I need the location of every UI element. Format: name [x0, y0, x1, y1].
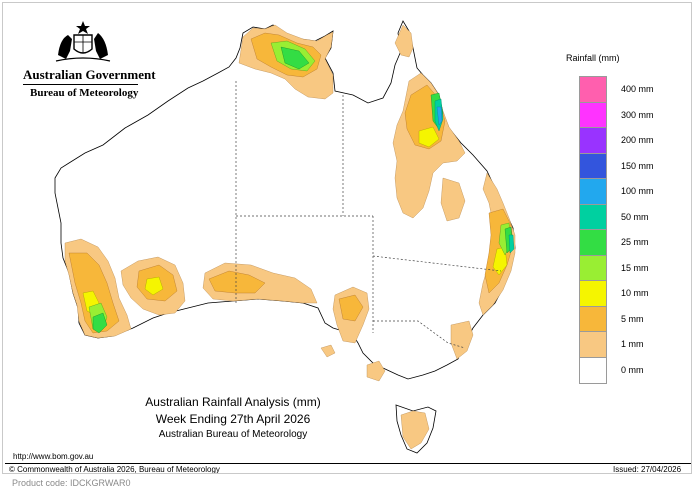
legend-swatch [579, 280, 607, 307]
legend-swatch [579, 305, 607, 333]
legend-swatch [579, 127, 607, 154]
legend-swatch [579, 101, 607, 129]
legend-title: Rainfall (mm) [566, 53, 620, 63]
legend-label: 300 mm [621, 109, 654, 120]
website-link[interactable]: http://www.bom.gov.au [13, 452, 94, 461]
logo-divider [23, 84, 138, 85]
coat-of-arms-icon [55, 21, 111, 62]
map-panel: Australian Government Bureau of Meteorol… [2, 2, 692, 474]
legend-swatch [579, 229, 607, 256]
issued-date: Issued: 27/04/2026 [613, 465, 682, 474]
legend-label: 5 mm [621, 313, 644, 324]
copyright-notice: © Commonwealth of Australia 2026, Bureau… [9, 465, 220, 474]
map-caption: Australian Rainfall Analysis (mm) Week E… [128, 395, 338, 440]
legend-label: 100 mm [621, 186, 654, 196]
legend-swatch [579, 254, 607, 282]
caption-period: Week Ending 27th April 2026 [155, 412, 311, 426]
product-code: Product code: IDCKGRWAR0 [12, 478, 131, 488]
rainfall-10mm-areas [82, 126, 508, 316]
legend-label: 1 mm [621, 339, 644, 349]
government-title: Australian Government [23, 67, 156, 82]
legend-label: 25 mm [621, 237, 649, 247]
caption-source: Australian Bureau of Meteorology [158, 429, 308, 440]
rainfall-100mm-areas [436, 106, 443, 126]
caption-title: Australian Rainfall Analysis (mm) [145, 395, 321, 409]
legend-label: 150 mm [621, 160, 654, 171]
legend-label: 0 mm [621, 364, 644, 375]
legend-label: 15 mm [621, 262, 649, 273]
rainfall-map [54, 20, 516, 454]
legend-swatch [579, 356, 607, 384]
legend-swatch [579, 178, 607, 205]
legend-label: 50 mm [621, 211, 649, 222]
legend-swatch [579, 152, 607, 180]
bureau-title: Bureau of Meteorology [30, 87, 139, 99]
footer-divider [5, 463, 691, 464]
state-borders [235, 81, 502, 349]
legend-swatch [579, 76, 607, 103]
legend-swatch [579, 203, 607, 231]
legend-label: 400 mm [621, 84, 654, 94]
legend-label: 10 mm [621, 288, 649, 298]
legend-label: 200 mm [621, 135, 654, 145]
legend-swatch [579, 331, 607, 358]
